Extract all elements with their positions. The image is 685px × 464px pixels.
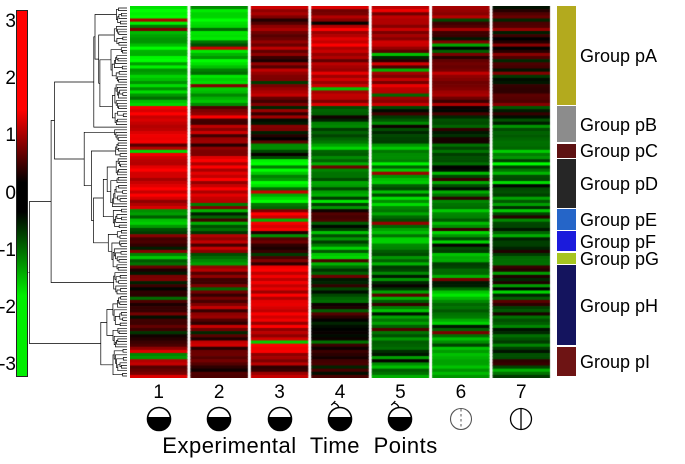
seed-half-filled-sprout-icon bbox=[327, 400, 353, 432]
colorbar bbox=[16, 10, 28, 377]
colorbar-tick-label: 3 bbox=[5, 11, 16, 32]
group-label: Group pH bbox=[580, 296, 659, 317]
dendrogram bbox=[28, 7, 127, 377]
timepoint-number: 3 bbox=[274, 382, 285, 403]
x-axis-title: Experimental Time Points bbox=[162, 433, 438, 458]
seed-half-filled-icon bbox=[146, 406, 172, 432]
timepoint-number: 1 bbox=[153, 382, 164, 403]
timepoint-icons bbox=[130, 400, 553, 436]
seed-half-filled-icon bbox=[206, 406, 232, 432]
group-label: Group pB bbox=[580, 114, 658, 135]
group-color-segment bbox=[557, 265, 576, 346]
group-label: Group pA bbox=[580, 46, 658, 67]
seed-half-filled-sprout-icon bbox=[388, 400, 413, 432]
circle-solid-line-icon bbox=[510, 407, 533, 431]
timepoint-number: 4 bbox=[334, 382, 346, 403]
group-label: Group pD bbox=[580, 174, 659, 195]
timepoint-numbers: 1 2 3 4 5 6 7 bbox=[130, 382, 553, 404]
group-label: Group pG bbox=[580, 249, 660, 270]
group-color-segment bbox=[557, 6, 576, 105]
colorbar-tick-label: -3 bbox=[0, 354, 16, 376]
group-color-segment bbox=[557, 252, 576, 264]
timepoint-number: 6 bbox=[455, 382, 467, 403]
group-label: Group pC bbox=[580, 141, 659, 162]
timepoint-number: 5 bbox=[395, 382, 406, 403]
group-labels: Group pA Group pB Group pC Group pD Group pE… bbox=[580, 6, 685, 386]
colorbar-tick-label: -1 bbox=[0, 239, 16, 261]
group-color-segment bbox=[557, 231, 576, 252]
seed-half-filled-icon bbox=[267, 406, 292, 432]
group-color-segment bbox=[557, 209, 576, 230]
group-label: Group pF bbox=[580, 232, 657, 253]
timepoint-number: 2 bbox=[213, 382, 225, 403]
circle-dashed-line-icon bbox=[449, 407, 472, 431]
group-color-segment bbox=[557, 106, 576, 143]
group-label: Group pE bbox=[580, 210, 658, 231]
colorbar-tick-label: 0 bbox=[5, 182, 16, 204]
colorbar-tick-label: 1 bbox=[5, 125, 16, 147]
heatmap-matrix bbox=[130, 6, 553, 378]
colorbar-tick-label: -2 bbox=[0, 297, 16, 318]
group-color-segment bbox=[557, 143, 576, 158]
group-color-bar bbox=[557, 6, 576, 378]
group-color-segment bbox=[557, 159, 576, 208]
group-label: Group pI bbox=[580, 352, 651, 373]
colorbar-tick-label: 2 bbox=[5, 68, 16, 90]
group-color-segment bbox=[557, 346, 576, 377]
timepoint-number: 7 bbox=[515, 382, 527, 403]
colorbar-tick-labels: 3 2 1 0 -1 -2 -3 bbox=[0, 0, 16, 464]
